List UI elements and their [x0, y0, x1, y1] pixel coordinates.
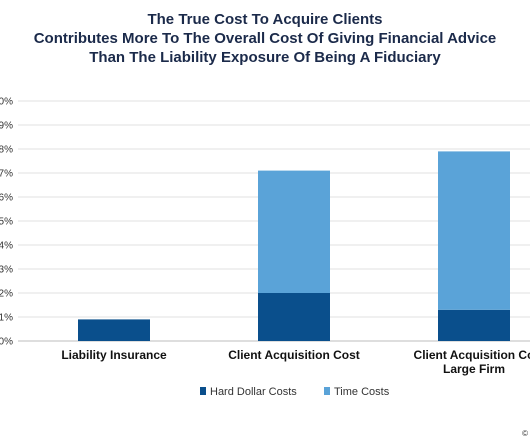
legend-swatch	[324, 387, 330, 395]
y-tick-labels: 0% 1% 2% 3% 4% 5% 6% 7% 8% 9% 10%	[0, 97, 13, 348]
bar-segment	[438, 151, 510, 310]
y-tick-label: 6%	[0, 193, 13, 204]
bar-segment	[258, 170, 330, 293]
legend-swatch	[200, 387, 206, 395]
chart-title-line-3: Than The Liability Exposure Of Being A F…	[89, 49, 441, 66]
category-labels: Liability Insurance Client Acquisition Co…	[61, 348, 530, 376]
y-tick-label: 7%	[0, 169, 13, 180]
legend-label: Time Costs	[334, 386, 390, 398]
y-tick-label: 1%	[0, 313, 13, 324]
y-tick-label: 9%	[0, 121, 13, 132]
y-tick-label: 5%	[0, 217, 13, 228]
y-tick-label: 8%	[0, 145, 13, 156]
copyright-mark: ©	[522, 429, 528, 438]
chart-title-line-1: The True Cost To Acquire Clients	[147, 11, 383, 28]
category-label: Client Acquisition Cost	[228, 348, 360, 362]
y-tick-label: 2%	[0, 289, 13, 300]
category-label: Large Firm	[443, 362, 505, 376]
legend-label: Hard Dollar Costs	[210, 386, 297, 398]
bar-segment	[438, 309, 510, 341]
category-label: Client Acquisition Co	[414, 348, 530, 362]
chart-title-line-2: Contributes More To The Overall Cost Of …	[33, 30, 497, 47]
bar-segment	[258, 293, 330, 341]
y-tick-label: 3%	[0, 265, 13, 276]
y-tick-label: 10%	[0, 97, 13, 108]
y-tick-label: 0%	[0, 337, 13, 348]
bar-segment	[78, 319, 150, 341]
y-tick-label: 4%	[0, 241, 13, 252]
bars	[78, 151, 510, 341]
legend: Hard Dollar Costs Time Costs	[200, 386, 390, 398]
category-label: Liability Insurance	[61, 348, 167, 362]
